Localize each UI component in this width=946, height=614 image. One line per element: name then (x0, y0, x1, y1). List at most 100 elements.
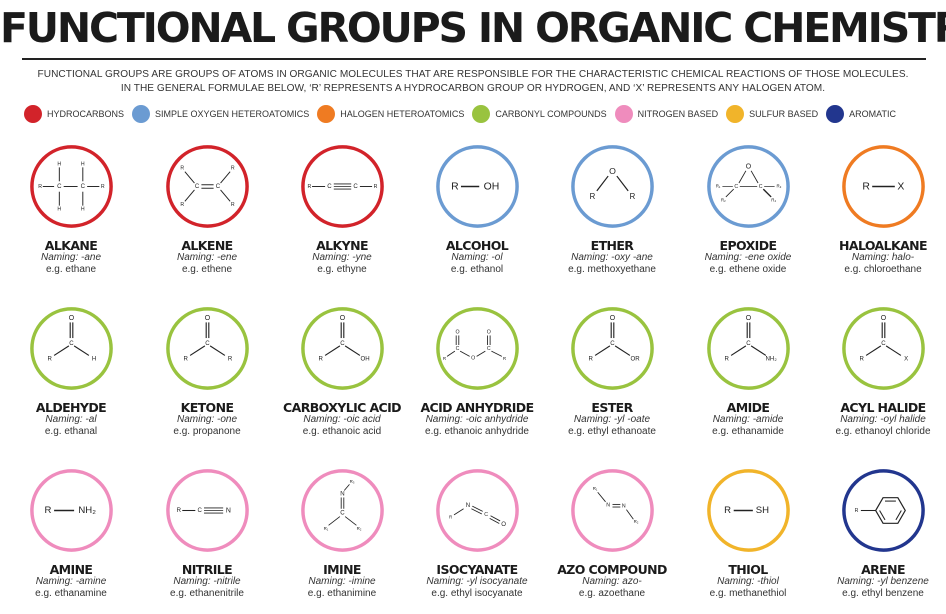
group-name: ALCOHOL (445, 238, 509, 253)
svg-text:C: C (195, 183, 200, 190)
intro-text-line-2: IN THE GENERAL FORMULAE BELOW, ‘R’ REPRE… (120, 83, 826, 94)
svg-text:R: R (101, 184, 105, 190)
group-naming-rule: Naming: -one (176, 414, 238, 425)
legend-item-nitrogen: NITROGEN BASED (614, 105, 719, 123)
group-naming-rule: Naming: halo- (851, 252, 915, 263)
group-example: e.g. ethanoic anhydride (425, 426, 529, 437)
group-example: e.g. ethane (45, 264, 97, 275)
group-example: e.g. ethene (181, 264, 233, 275)
carboxylic-acid-structure-icon: O C R OH (299, 305, 386, 392)
aldehyde-structure-icon: O C R H (28, 305, 115, 392)
legend-swatch (317, 105, 336, 123)
group-example: e.g. ethanimine (307, 588, 377, 599)
svg-text:R₃: R₃ (350, 479, 355, 484)
svg-text:R₃: R₃ (776, 184, 781, 189)
group-naming-rule: Naming: -oic anhydride (425, 414, 529, 425)
svg-text:R: R (725, 356, 730, 363)
svg-text:C: C (205, 340, 210, 347)
svg-text:C: C (746, 340, 751, 347)
legend-swatch (614, 105, 633, 123)
legend-item-halogen: HALOGEN HETEROATOMICS (317, 105, 464, 123)
svg-text:R: R (319, 356, 324, 363)
svg-text:X: X (904, 356, 908, 363)
svg-text:OH: OH (361, 356, 370, 363)
svg-text:C: C (81, 183, 86, 190)
group-naming-rule: Naming: -oyl halide (840, 414, 926, 425)
legend-label: HYDROCARBONS (47, 109, 125, 119)
svg-text:C: C (881, 340, 886, 347)
group-naming-rule: Naming: azo- (582, 576, 642, 587)
svg-text:C: C (197, 507, 202, 514)
group-name: ACID ANHYDRIDE (420, 400, 534, 415)
group-example: e.g. ethanol (450, 264, 504, 275)
svg-text:R₂: R₂ (634, 519, 639, 524)
legend-item-simple-oxygen: SIMPLE OXYGEN HETEROATOMICS (132, 105, 309, 123)
svg-text:C: C (484, 512, 488, 518)
isocyanate-structure-icon: R N C O (434, 467, 521, 554)
color-legend: HYDROCARBONS SIMPLE OXYGEN HETEROATOMICS… (24, 104, 904, 124)
group-example: e.g. chloroethane (844, 264, 922, 275)
svg-text:R: R (308, 184, 312, 190)
svg-text:R: R (855, 508, 859, 514)
intro-text-line-1: FUNCTIONAL GROUPS ARE GROUPS OF ATOMS IN… (37, 69, 909, 80)
group-example: e.g. ethyl ethanoate (568, 426, 656, 437)
svg-text:O: O (610, 315, 616, 322)
svg-text:C: C (610, 340, 615, 347)
svg-text:R: R (443, 356, 446, 361)
legend-swatch (726, 105, 745, 123)
epoxide-structure-icon: O C C R₁ R₃ R₂ R₄ (705, 143, 792, 230)
svg-text:O: O (487, 329, 491, 335)
svg-text:R: R (451, 181, 459, 192)
group-name: NITRILE (181, 562, 233, 577)
svg-text:C: C (353, 183, 358, 190)
ester-structure-icon: O C R OR (569, 305, 656, 392)
svg-text:O: O (746, 163, 752, 170)
svg-text:C: C (216, 183, 221, 190)
svg-text:O: O (455, 329, 459, 335)
svg-text:H: H (57, 161, 61, 167)
group-naming-rule: Naming: -amine (35, 576, 107, 587)
legend-item-hydrocarbons: HYDROCARBONS (24, 105, 124, 123)
group-example: e.g. methoxyethane (568, 264, 656, 275)
legend-swatch (132, 105, 151, 123)
group-example: e.g. ethanal (44, 426, 98, 437)
svg-text:R: R (48, 356, 53, 363)
svg-text:R: R (184, 356, 189, 363)
svg-text:SH: SH (756, 505, 769, 516)
legend-label: HALOGEN HETEROATOMICS (340, 109, 465, 119)
group-naming-rule: Naming: -nitrile (173, 576, 241, 587)
legend-label: SULFUR BASED (749, 109, 819, 119)
group-name: ALDEHYDE (35, 400, 107, 415)
svg-text:R: R (589, 356, 594, 363)
svg-text:C: C (340, 340, 345, 347)
group-naming-rule: Naming: -ene oxide (704, 252, 792, 263)
svg-text:R₁: R₁ (716, 184, 721, 189)
svg-text:R: R (590, 192, 596, 201)
legend-swatch (24, 105, 42, 123)
group-name: ALKANE (44, 238, 98, 253)
group-name: IMINE (323, 562, 361, 577)
svg-text:R: R (860, 356, 865, 363)
legend-label: NITROGEN BASED (637, 109, 719, 119)
svg-text:R₁: R₁ (593, 486, 598, 491)
svg-text:O: O (746, 315, 752, 322)
group-naming-rule: Naming: -ane (40, 252, 102, 263)
group-name: THIOL (728, 562, 768, 577)
svg-text:R₁: R₁ (324, 526, 329, 531)
group-name: ALKYNE (316, 238, 368, 253)
group-name: KETONE (180, 400, 234, 415)
group-name: ISOCYANATE (436, 562, 518, 577)
group-naming-rule: Naming: -ene (176, 252, 238, 263)
group-name: ESTER (591, 400, 633, 415)
svg-text:C: C (487, 346, 491, 352)
svg-text:H: H (81, 206, 85, 212)
svg-text:H: H (81, 161, 85, 167)
svg-text:R: R (630, 192, 636, 201)
svg-text:R: R (180, 166, 184, 172)
svg-text:R: R (180, 202, 184, 208)
svg-text:C: C (69, 340, 74, 347)
svg-text:N: N (606, 503, 610, 509)
svg-text:OR: OR (631, 356, 641, 363)
